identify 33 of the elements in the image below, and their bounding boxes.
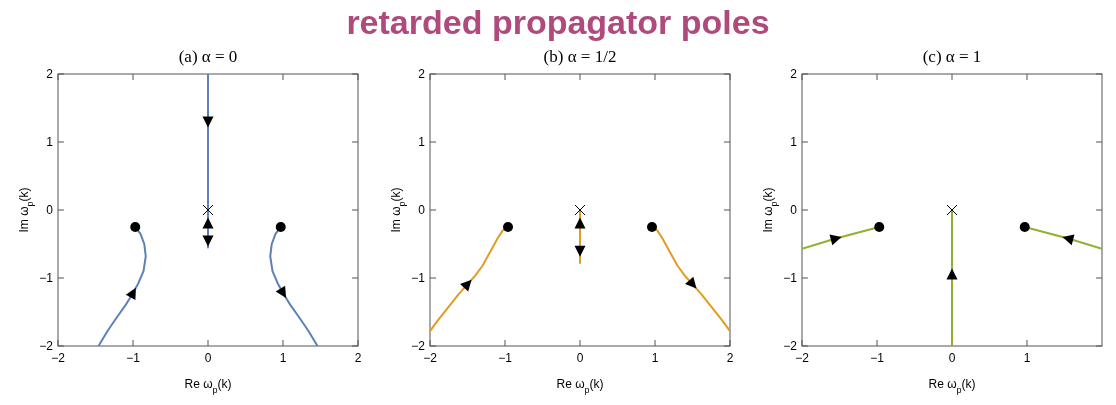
y-tick-label: 2 xyxy=(790,67,798,81)
x-tick-label: 0 xyxy=(948,351,956,365)
x-tick-label: 0 xyxy=(576,351,584,365)
y-tick-label: 1 xyxy=(790,135,798,149)
x-tick-label: 1 xyxy=(651,351,659,365)
y-tick-label: 0 xyxy=(790,203,798,217)
y-tick-label: 1 xyxy=(418,135,426,149)
chart-title: (a) α = 0 xyxy=(178,47,238,66)
y-tick-label: −2 xyxy=(39,339,54,353)
y-tick-label: 1 xyxy=(46,135,54,149)
y-tick-label: 0 xyxy=(418,203,426,217)
y-tick-label: −1 xyxy=(783,271,798,285)
x-tick-label: 1 xyxy=(1023,351,1031,365)
x-tick-label: 2 xyxy=(726,351,734,365)
x-tick-label: 0 xyxy=(204,351,212,365)
chart-title: (b) α = 1/2 xyxy=(543,47,617,66)
x-tick-label: −1 xyxy=(126,351,141,365)
y-tick-label: −2 xyxy=(411,339,426,353)
x-axis-title: Re ω$_{p}$(k) xyxy=(184,377,232,395)
x-tick-label: −1 xyxy=(870,351,885,365)
x-tick-label: −1 xyxy=(498,351,513,365)
y-tick-label: 2 xyxy=(46,67,54,81)
x-tick-label: 1 xyxy=(279,351,287,365)
x-axis-title: Re ω$_{p}$(k) xyxy=(928,377,976,395)
y-tick-label: −1 xyxy=(411,271,426,285)
y-tick-label: −1 xyxy=(39,271,54,285)
y-tick-label: 2 xyxy=(418,67,426,81)
x-tick-label: 2 xyxy=(354,351,362,365)
y-tick-label: 0 xyxy=(46,203,54,217)
text: retarded propagator poles xyxy=(346,3,770,41)
chart-title: (c) α = 1 xyxy=(922,47,982,66)
x-axis-title: Re ω$_{p}$(k) xyxy=(556,377,604,395)
y-tick-label: −2 xyxy=(783,339,798,353)
